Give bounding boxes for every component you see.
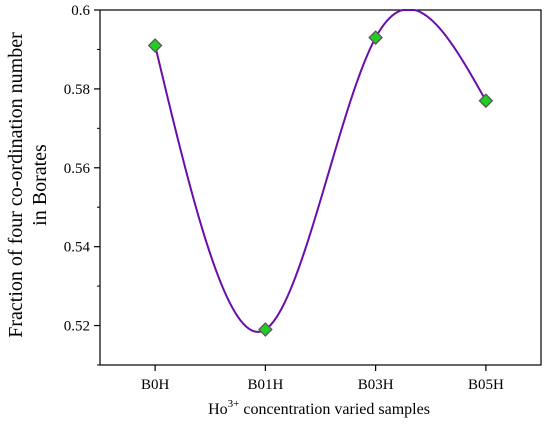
x-tick-label: B0H bbox=[141, 377, 170, 393]
data-point-marker bbox=[147, 38, 163, 53]
y-axis-title-line-2: in Borates bbox=[29, 144, 51, 226]
series-markers bbox=[147, 30, 494, 337]
y-axis-title-line-1: Fraction of four co-ordination number bbox=[5, 32, 27, 338]
plot-border bbox=[99, 9, 542, 366]
x-axis-title: Ho3+ concentration varied samples bbox=[208, 398, 430, 418]
y-tick-label: 0.6 bbox=[71, 3, 90, 19]
data-point-marker bbox=[258, 322, 273, 337]
y-tick-label: 0.56 bbox=[64, 161, 91, 177]
x-axis: B0H B01H B03H B05H bbox=[141, 365, 504, 393]
x-tick-label: B05H bbox=[468, 377, 504, 393]
plot-frame bbox=[99, 9, 542, 366]
data-point-marker bbox=[478, 93, 494, 109]
data-point-marker bbox=[368, 30, 383, 45]
x-tick-label: B01H bbox=[247, 377, 283, 393]
y-tick-label: 0.54 bbox=[64, 240, 91, 256]
y-tick-label: 0.52 bbox=[64, 319, 90, 335]
y-axis-title: Fraction of four co-ordination number in… bbox=[5, 32, 51, 338]
y-axis: 0.52 0.54 0.56 0.58 0.6 bbox=[64, 3, 100, 366]
x-tick-label: B03H bbox=[358, 377, 394, 393]
series-line bbox=[154, 9, 487, 333]
y-tick-label: 0.58 bbox=[64, 82, 90, 98]
